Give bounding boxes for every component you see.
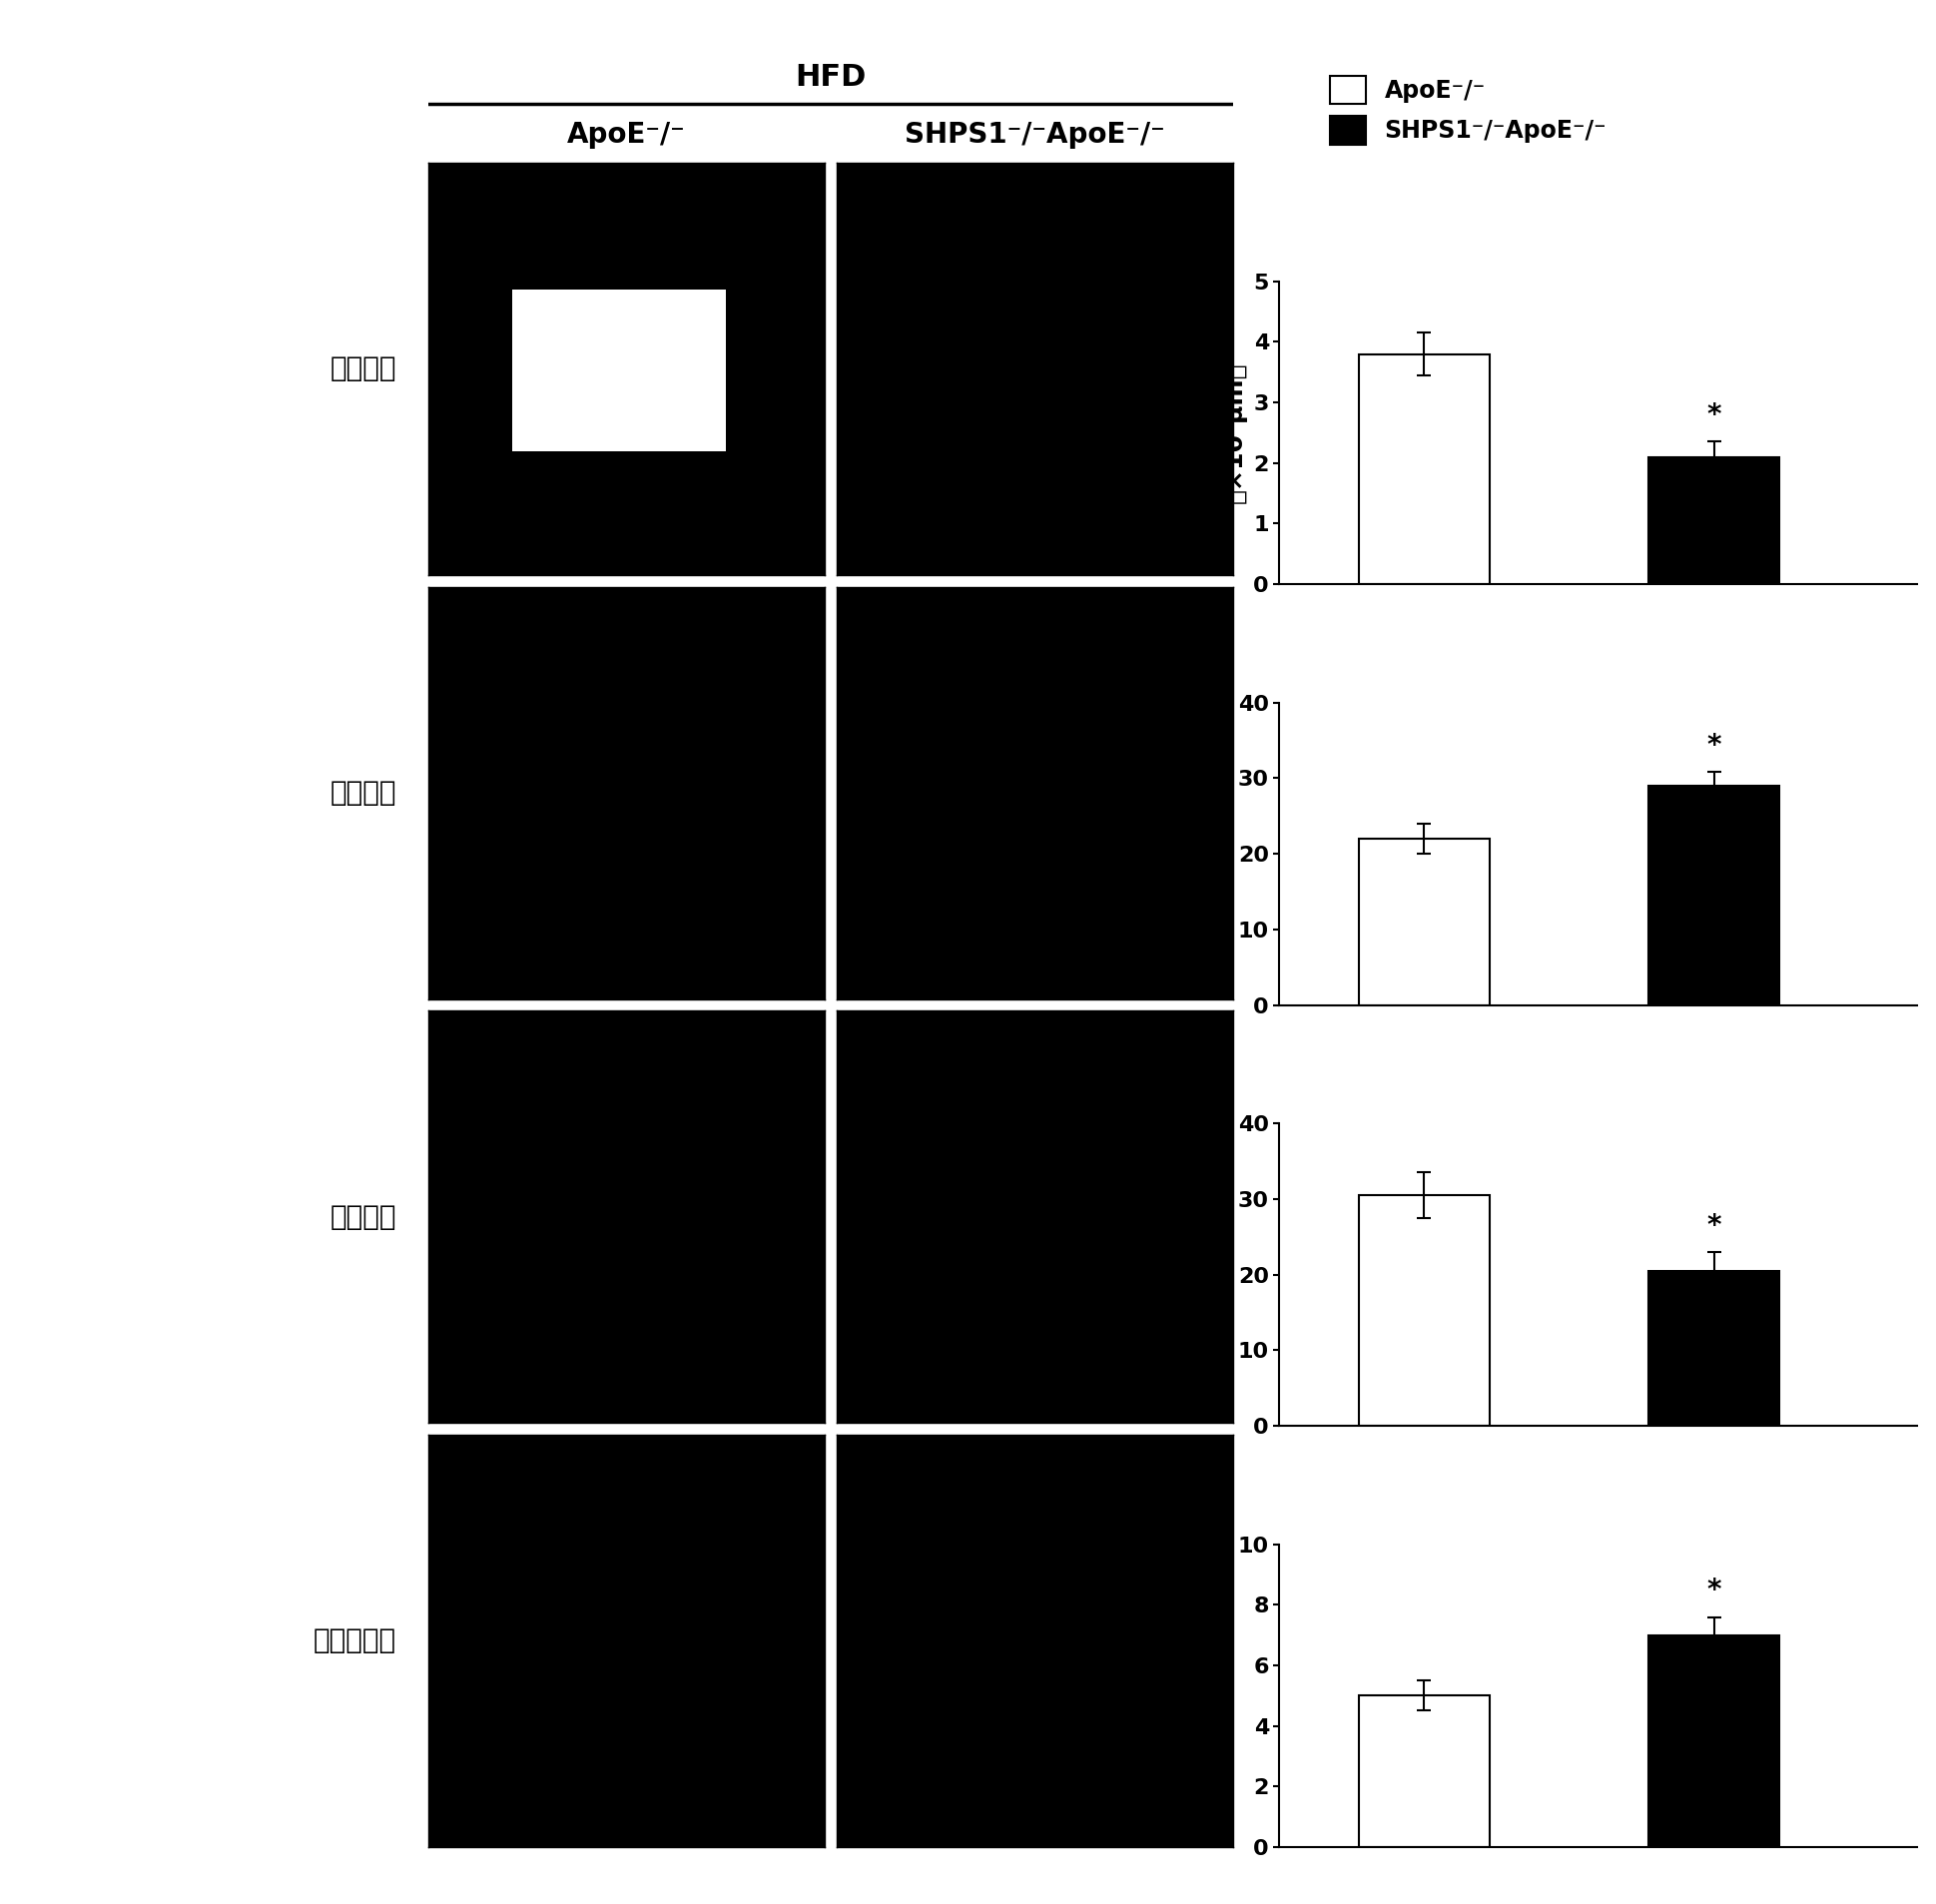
Y-axis label: SMA(%): SMA(%)	[1206, 1641, 1231, 1750]
Text: *: *	[1708, 1577, 1721, 1605]
Bar	[1359, 1696, 1489, 1847]
Legend: ApoE⁻/⁻, SHPS1⁻/⁻ApoE⁻/⁻: ApoE⁻/⁻, SHPS1⁻/⁻ApoE⁻/⁻	[1322, 69, 1615, 152]
Bar	[1649, 786, 1779, 1005]
Y-axis label: 坏死中心面积
（×10⁵μm）: 坏死中心面积 （×10⁵μm）	[1195, 362, 1247, 503]
Text: 胶原纤维: 胶原纤维	[329, 779, 397, 807]
Bar	[1649, 1636, 1779, 1847]
Bar	[1359, 838, 1489, 1005]
Y-axis label: 胶原比例
（%斑块面积）: 胶原比例 （%斑块面积）	[1179, 796, 1231, 912]
Text: *: *	[1708, 1213, 1721, 1240]
Text: *: *	[1708, 402, 1721, 430]
Bar	[1649, 1270, 1779, 1426]
Text: SHPS1⁻/⁻ApoE⁻/⁻: SHPS1⁻/⁻ApoE⁻/⁻	[904, 120, 1165, 149]
Text: 巨噬细胞: 巨噬细胞	[329, 1203, 397, 1230]
Text: ApoE⁻/⁻: ApoE⁻/⁻	[567, 120, 685, 149]
Text: 平滑肌细胞: 平滑肌细胞	[314, 1626, 397, 1655]
Text: *: *	[1708, 731, 1721, 760]
Bar	[1359, 354, 1489, 585]
Text: HFD: HFD	[796, 63, 865, 91]
Y-axis label: CD68(%): CD68(%)	[1206, 1215, 1231, 1335]
Bar	[1359, 1196, 1489, 1426]
Text: 坏死中心: 坏死中心	[329, 354, 397, 383]
Bar	[1649, 457, 1779, 585]
